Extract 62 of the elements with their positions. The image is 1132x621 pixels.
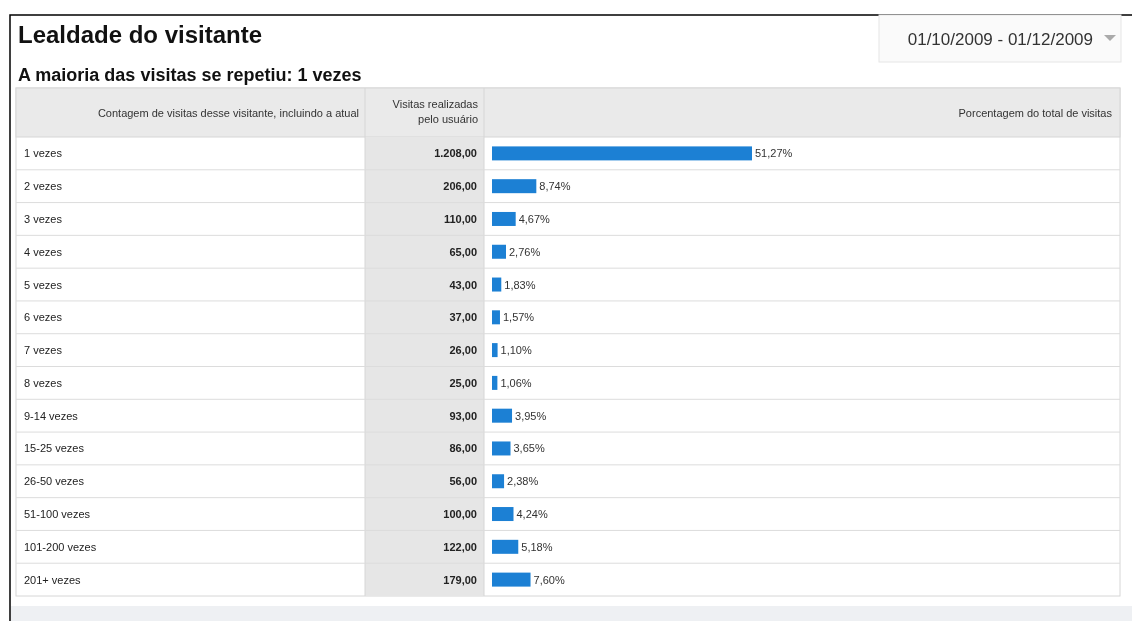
y-tick-label: 5 vezes xyxy=(24,278,63,291)
y-tick-label: 3 vezes xyxy=(24,212,63,225)
bar xyxy=(492,507,514,522)
y-tick-label: 15-25 vezes xyxy=(24,442,85,455)
data-label: 2,76% xyxy=(509,245,541,258)
bar xyxy=(492,277,502,292)
y-axis-title: Contagem de visitas desse visitante, incluindo a atual xyxy=(97,107,359,119)
y-tick-label: 8 vezes xyxy=(24,376,63,389)
data-label: 1,06% xyxy=(500,376,532,389)
y2-tick-label: 122,00 xyxy=(443,540,477,553)
y-tick-label: 51-100 vezes xyxy=(24,508,91,521)
bar xyxy=(492,441,511,456)
y2-tick-label: 65,00 xyxy=(449,245,477,258)
y-tick-label: 4 vezes xyxy=(24,245,63,258)
bar xyxy=(492,408,513,423)
text: Porcentagem do total de visitas xyxy=(958,107,1113,119)
bar xyxy=(492,146,752,161)
data-label: 1,83% xyxy=(504,278,536,291)
bar xyxy=(492,310,500,325)
bar xyxy=(492,211,516,226)
y2-tick-label: 56,00 xyxy=(449,475,477,488)
y2-tick-label: 43,00 xyxy=(449,278,477,291)
data-label: 2,38% xyxy=(507,475,539,488)
y2-tick-label: 110,00 xyxy=(443,212,477,225)
text: A maioria das visitas se repetiu: 1 vezes xyxy=(18,65,362,85)
data-label: 4,24% xyxy=(516,508,548,521)
data-label: 8,74% xyxy=(539,180,571,193)
bar xyxy=(492,474,505,489)
y2-tick-label: 1.208,00 xyxy=(434,147,477,160)
data-label: 4,67% xyxy=(518,212,551,225)
y2-axis-title: Visitas realizadas pelo usuário xyxy=(392,98,479,125)
data-label: 7,60% xyxy=(533,573,565,586)
y2-tick-label: 26,00 xyxy=(449,344,477,357)
y2-tick-label: 206,00 xyxy=(443,180,477,193)
data-label: 3,95% xyxy=(515,409,547,422)
y2-tick-label: 93,00 xyxy=(449,409,477,422)
text: Lealdade do visitante xyxy=(18,21,263,48)
y2-tick-label: 25,00 xyxy=(449,376,477,389)
data-label: 5,18% xyxy=(521,540,553,553)
text: 01/10/2009 - 01/12/2009 xyxy=(907,30,1093,49)
bar xyxy=(492,375,498,390)
y-tick-label: 6 vezes xyxy=(24,311,63,324)
y-tick-label: 9-14 vezes xyxy=(24,409,79,422)
y2-tick-label: 179,00 xyxy=(443,573,477,586)
bar xyxy=(492,244,506,259)
data-label: 1,57% xyxy=(502,311,535,324)
y-tick-label: 201+ vezes xyxy=(24,573,82,586)
y2-tick-label: 86,00 xyxy=(449,442,477,455)
bar xyxy=(492,179,537,194)
y-tick-label: 7 vezes xyxy=(24,344,63,357)
y2-tick-label: 37,00 xyxy=(449,311,477,324)
data-label: 51,27% xyxy=(755,147,793,160)
y-tick-label: 1 vezes xyxy=(24,147,63,160)
data-label: 1,10% xyxy=(500,344,532,357)
y2-tick-label: 100,00 xyxy=(443,508,477,521)
y-tick-label: 101-200 vezes xyxy=(24,540,97,553)
y-tick-label: 26-50 vezes xyxy=(24,475,85,488)
y-tick-label: 2 vezes xyxy=(24,180,63,193)
bar xyxy=(492,539,519,554)
data-label: 3,65% xyxy=(513,442,545,455)
bar xyxy=(492,572,531,587)
bar xyxy=(492,343,498,358)
